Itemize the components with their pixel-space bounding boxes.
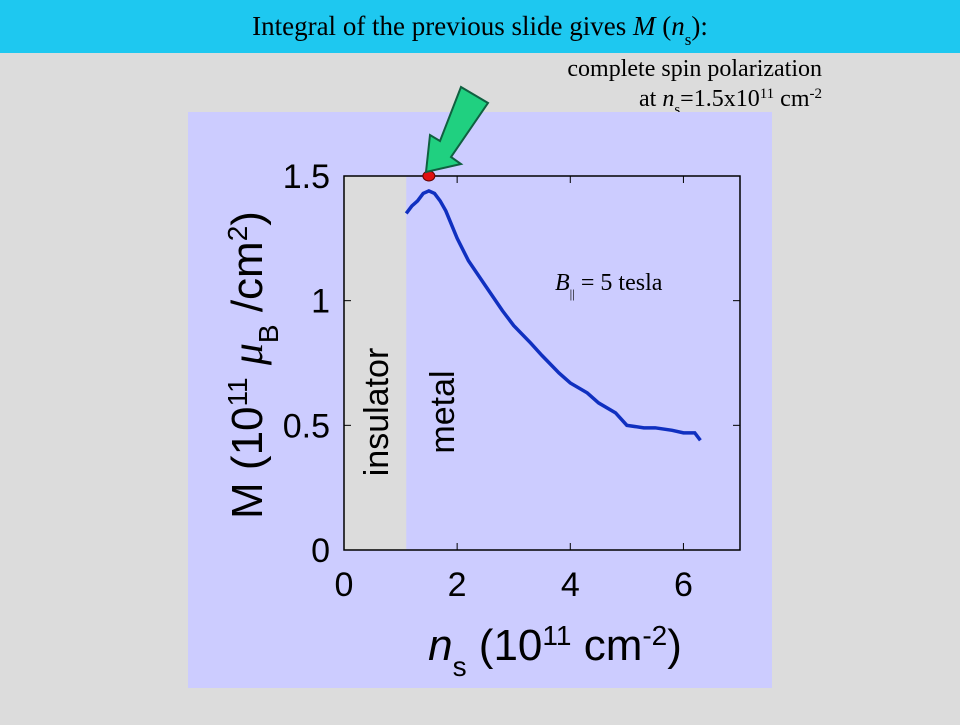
title-part: ): — [691, 11, 708, 41]
slide-title: Integral of the previous slide gives M (… — [252, 11, 708, 49]
xlabel-part: cm — [571, 621, 642, 670]
annotation-part: cm — [774, 86, 810, 112]
annotation-part: -2 — [810, 86, 823, 102]
annotation: at ns=1.5x1011 cm-2 — [639, 86, 822, 118]
ylabel-part: /cm — [223, 241, 272, 324]
x-axis-label: ns (1011 cm-2) — [428, 620, 682, 682]
title-part: ( — [656, 11, 672, 41]
title-part: n — [671, 11, 685, 41]
ylabel-part — [223, 365, 272, 377]
ylabel-part: μ — [223, 343, 272, 366]
x-tick-label: 4 — [561, 566, 580, 604]
xlabel-part: ) — [667, 621, 682, 670]
ylabel-part: M (10 — [223, 406, 272, 518]
x-tick-label: 2 — [448, 566, 467, 604]
region-label: metal — [424, 370, 462, 453]
arrow — [424, 85, 490, 174]
x-tick-label: 6 — [674, 566, 693, 604]
axes-frame — [343, 175, 741, 551]
annotation-part: at — [639, 86, 662, 112]
xlabel-part: n — [428, 621, 452, 670]
field-label: B|| = 5 tesla — [555, 270, 663, 301]
title-banner — [0, 0, 960, 53]
ylabel-part: B — [253, 324, 284, 343]
ylabel-part: 2 — [222, 226, 253, 242]
y-tick-label: 1.5 — [283, 158, 330, 196]
title-part: Integral of the previous slide gives — [252, 11, 633, 41]
insulator-region — [344, 176, 407, 550]
y-tick-label: 0.5 — [283, 407, 330, 445]
xlabel-part: 11 — [542, 620, 571, 651]
data-line — [404, 189, 702, 442]
field-part: || — [570, 286, 575, 301]
highlight-point — [422, 170, 436, 182]
annotation-part: s — [674, 102, 680, 118]
annotation-part: =1.5x10 — [680, 86, 760, 112]
ylabel-part: 11 — [222, 377, 253, 406]
title-part: s — [685, 30, 692, 49]
field-part: B — [555, 270, 570, 296]
plot-panel — [188, 112, 772, 688]
field-part: = 5 tesla — [575, 270, 663, 296]
xlabel-part: s — [453, 651, 467, 682]
x-tick-label: 0 — [335, 566, 354, 604]
y-axis-label: M (1011 μB /cm2) — [222, 211, 284, 519]
region-label: insulator — [358, 348, 396, 477]
ylabel-part: ) — [223, 211, 272, 226]
plot: 0 2 4 6 0 0.5 1 1.5 — [283, 158, 741, 604]
title-part: M — [632, 11, 657, 41]
annotation-part: 11 — [760, 86, 774, 102]
annotation-part: n — [662, 86, 674, 112]
annotation: complete spin polarization — [567, 56, 822, 82]
y-tick-label: 1 — [311, 283, 330, 321]
xlabel-part: -2 — [642, 620, 667, 651]
y-tick-label: 0 — [311, 532, 330, 570]
xlabel-part: (10 — [467, 621, 543, 670]
